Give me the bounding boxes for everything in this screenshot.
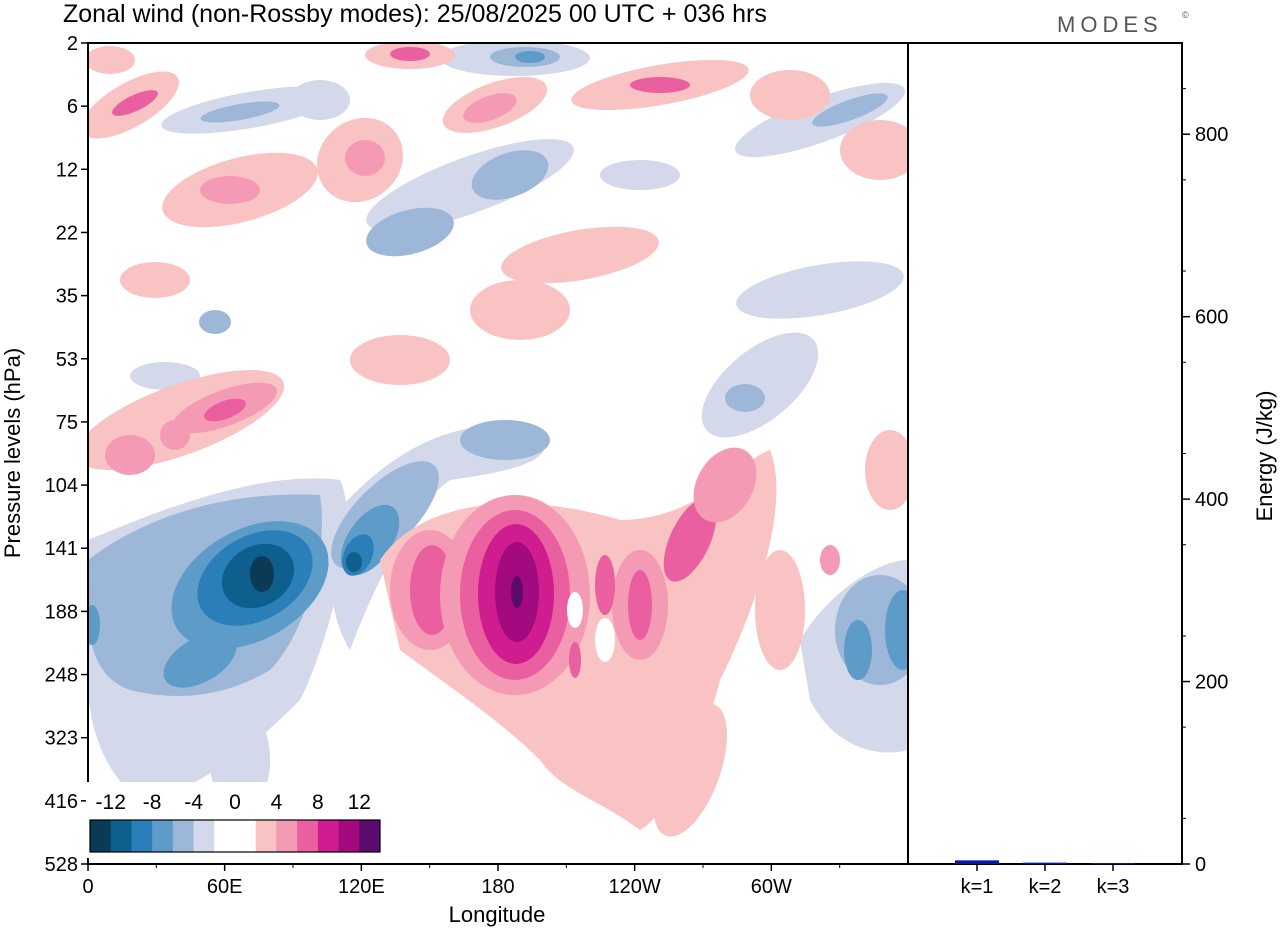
- colorbar-label: -4: [184, 791, 203, 814]
- y-tick-label: 22: [56, 222, 78, 244]
- energy-tick-label: 0: [1195, 854, 1206, 876]
- colorbar-swatch: [131, 820, 153, 852]
- y-tick-label: 6: [67, 96, 78, 118]
- colorbar-swatch: [214, 820, 236, 852]
- x-tick-label: 60E: [207, 876, 243, 898]
- x-axis: 0 60E 120E 180 120W 60W: [82, 864, 841, 898]
- y-tick-label: 248: [45, 665, 78, 687]
- energy-bar: [1023, 862, 1067, 864]
- x-tick-label: 120W: [609, 876, 661, 898]
- y-tick-label: 104: [45, 475, 78, 497]
- colorbar-label: -8: [143, 791, 162, 814]
- x-tick-label: 60W: [751, 876, 792, 898]
- colorbar-swatch: [297, 820, 319, 852]
- energy-bar-label: k=2: [1029, 876, 1062, 898]
- neg-jets: [88, 420, 908, 815]
- y-tick-label: 53: [56, 349, 78, 371]
- y-tick-label: 12: [56, 159, 78, 181]
- x-tick-label: 180: [481, 876, 514, 898]
- y-axis: 2 6 12 22 35 53 75 104 141 188 248 323 416 528: [45, 33, 88, 876]
- colorbar-swatch: [90, 820, 112, 852]
- energy-tick-label: 400: [1195, 489, 1228, 511]
- x-axis-label: Longitude: [449, 902, 546, 927]
- neg-upper-streaks: [130, 43, 905, 438]
- colorbar-swatch: [193, 820, 215, 852]
- colorbar-swatch: [172, 820, 195, 852]
- y-tick-label: 323: [45, 728, 78, 750]
- colorbar-label: -12: [96, 791, 126, 814]
- colorbar-label: 8: [312, 791, 324, 814]
- y-tick-label: 528: [45, 854, 78, 876]
- y-tick-label: 75: [56, 412, 78, 434]
- y-tick-label: 2: [67, 33, 78, 55]
- pos-jets: [380, 447, 840, 837]
- colorbar-swatch: [317, 820, 340, 852]
- colorbar-swatch: [276, 820, 298, 852]
- colorbar-swatch: [235, 820, 257, 852]
- colorbar-swatch: [110, 820, 132, 852]
- energy-y-axis: 0 200 400 600 800: [1182, 88, 1228, 876]
- energy-bar: [955, 860, 999, 864]
- y-tick-label: 416: [45, 791, 78, 813]
- colorbar-swatch: [338, 820, 360, 852]
- contour-field: [88, 43, 908, 837]
- colorbar-label: 0: [229, 791, 241, 814]
- y-tick-label: 188: [45, 601, 78, 623]
- colorbar-label: 4: [271, 791, 283, 814]
- colorbar-border: [89, 819, 381, 853]
- x-tick-label: 120E: [338, 876, 385, 898]
- brand-mark: ©: [1182, 10, 1189, 20]
- pos-upper-streaks: [88, 43, 908, 510]
- energy-bar-label: k=1: [961, 876, 994, 898]
- colorbar-swatch: [152, 820, 174, 852]
- y-tick-label: 141: [45, 538, 78, 560]
- energy-tick-label: 600: [1195, 307, 1228, 329]
- energy-bars: k=1 k=2 k=3: [955, 860, 1135, 898]
- colorbar-swatch: [359, 820, 381, 852]
- energy-frame: [907, 42, 1183, 865]
- x-tick-label: 0: [82, 876, 93, 898]
- energy-tick-label: 200: [1195, 672, 1228, 694]
- chart-title: Zonal wind (non-Rossby modes): 25/08/202…: [63, 0, 767, 28]
- energy-bar: [1091, 863, 1135, 865]
- brand-logo: MODES: [1057, 12, 1163, 37]
- colorbar-legend: -12 -8 -4 0 4 8 12: [86, 782, 386, 858]
- y-tick-label: 35: [56, 286, 78, 308]
- colorbar-label: 12: [348, 791, 371, 814]
- energy-tick-label: 800: [1195, 124, 1228, 146]
- colorbar-swatch: [255, 820, 277, 852]
- y-axis-label: Pressure levels (hPa): [0, 348, 25, 558]
- energy-bar-label: k=3: [1097, 876, 1130, 898]
- energy-axis-label: Energy (J/kg): [1252, 391, 1277, 522]
